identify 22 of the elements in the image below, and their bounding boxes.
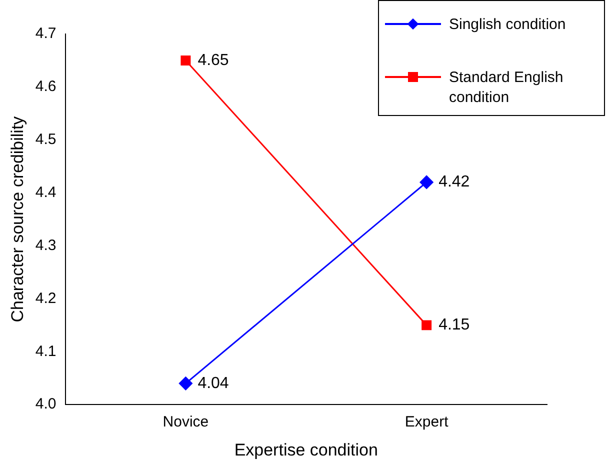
x-axis-title: Expertise condition bbox=[234, 440, 378, 460]
data-label: 4.65 bbox=[198, 52, 229, 69]
y-tick-label: 4.2 bbox=[35, 290, 56, 307]
legend-label: Standard English condition bbox=[449, 68, 564, 108]
x-tick-label: Expert bbox=[404, 414, 450, 431]
y-tick-label: 4.4 bbox=[35, 184, 56, 201]
point bbox=[420, 175, 434, 189]
y-tick-label: 4.0 bbox=[35, 396, 56, 413]
x-tick-label: Novice bbox=[162, 414, 209, 431]
point bbox=[422, 320, 432, 330]
data-label: 4.15 bbox=[438, 316, 470, 334]
point bbox=[178, 376, 192, 390]
legend-label: Singlish condition bbox=[449, 15, 567, 35]
point bbox=[180, 55, 191, 66]
y-tick-label: 4.6 bbox=[35, 78, 56, 96]
y-tick-label: 4.5 bbox=[35, 131, 56, 148]
y-tick-label: 4.3 bbox=[35, 236, 56, 254]
data-label: 4.42 bbox=[438, 174, 470, 191]
data-label: 4.04 bbox=[198, 374, 229, 392]
y-tick-label: 4.7 bbox=[35, 25, 56, 42]
y-axis-title: Character source credibility bbox=[8, 116, 27, 322]
y-tick-label: 4.1 bbox=[35, 342, 56, 360]
